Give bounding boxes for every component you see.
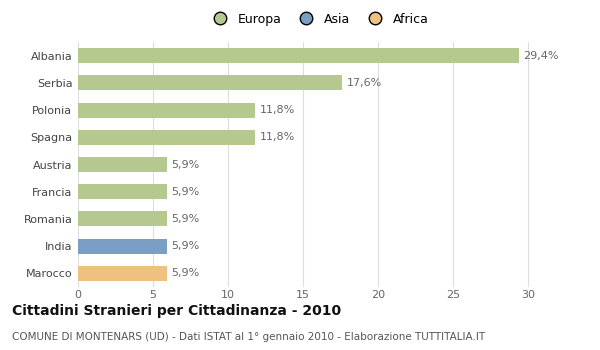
Text: 5,9%: 5,9% [171, 268, 199, 278]
Text: 5,9%: 5,9% [171, 214, 199, 224]
Text: 5,9%: 5,9% [171, 160, 199, 169]
Bar [78, 48, 519, 63]
Text: Cittadini Stranieri per Cittadinanza - 2010: Cittadini Stranieri per Cittadinanza - 2… [12, 304, 341, 318]
Bar [78, 130, 255, 145]
Text: 29,4%: 29,4% [523, 51, 559, 61]
Bar [78, 239, 167, 254]
Text: 11,8%: 11,8% [260, 105, 295, 115]
Text: COMUNE DI MONTENARS (UD) - Dati ISTAT al 1° gennaio 2010 - Elaborazione TUTTITAL: COMUNE DI MONTENARS (UD) - Dati ISTAT al… [12, 332, 485, 343]
Bar [78, 157, 167, 172]
Text: 11,8%: 11,8% [260, 132, 295, 142]
Bar [78, 266, 167, 281]
Text: 5,9%: 5,9% [171, 187, 199, 197]
Bar [78, 211, 167, 226]
Text: 17,6%: 17,6% [347, 78, 382, 88]
Text: 5,9%: 5,9% [171, 241, 199, 251]
Bar [78, 184, 167, 199]
Legend: Europa, Asia, Africa: Europa, Asia, Africa [203, 8, 433, 31]
Bar [78, 103, 255, 118]
Bar [78, 75, 342, 90]
